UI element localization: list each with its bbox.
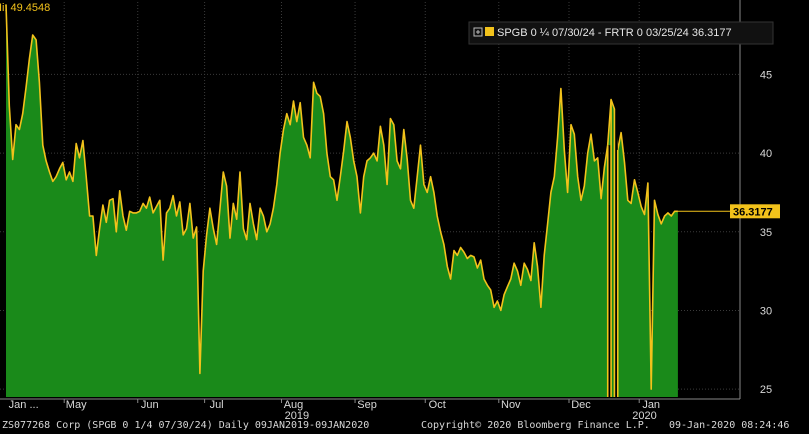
gap-fill-0: [607, 145, 612, 397]
y-tick-label-30: 30: [760, 305, 772, 317]
footer-timestamp: 09-Jan-2020 08:24:46: [669, 420, 790, 431]
last-value-label: 36.3177: [733, 206, 773, 218]
x-tick-label-7: Nov: [501, 399, 521, 411]
y-tick-label-35: 35: [760, 227, 772, 239]
legend-label: SPGB 0 ¼ 07/30/24 - FRTR 0 03/25/24 36.3…: [497, 27, 732, 39]
plot-series: [5, 4, 730, 398]
x-tick-label-3: Jul: [210, 399, 224, 411]
x-year-label-0: 2019: [285, 410, 309, 422]
x-tick-label-8: Dec: [571, 399, 591, 411]
x-tick-label-2: Jun: [141, 399, 159, 411]
x-tick-label-0: Jan ...: [9, 399, 39, 411]
last-value-marker: 36.3177: [730, 204, 780, 219]
gap-fill-1: [614, 109, 618, 397]
series-line: [5, 4, 678, 390]
legend: SPGB 0 ¼ 07/30/24 - FRTR 0 03/25/24 36.3…: [468, 21, 774, 45]
x-tick-label-4: Aug: [284, 399, 304, 411]
y-tick-label-45: 45: [760, 69, 772, 81]
legend-box: [468, 21, 774, 45]
high-value-label: Hi: 49.4548: [0, 2, 50, 14]
footer-bar: ZS077268 Corp (SPGB 0 1/4 07/30/24) Dail…: [0, 418, 809, 434]
footer-copyright: Copyright© 2020 Bloomberg Finance L.P.: [421, 420, 650, 431]
series-area: [6, 4, 678, 398]
x-year-label-1: 2020: [632, 410, 656, 422]
last-value-box: [730, 204, 780, 219]
x-tick-label-5: Sep: [357, 399, 377, 411]
y-axis: 25 30 35 40 45: [739, 0, 772, 399]
plus-square-icon[interactable]: [473, 27, 483, 37]
footer-ticker-info: ZS077268 Corp (SPGB 0 1/4 07/30/24) Dail…: [2, 420, 370, 431]
y-tick-label-40: 40: [760, 148, 772, 160]
x-axis: Jan ... May Jun Jul Aug Sep Oct Nov Dec Jan 2019 20…: [0, 398, 740, 422]
x-tick-label-1: May: [66, 399, 87, 411]
x-tick-label-6: Oct: [429, 399, 446, 411]
x-tick-label-9: Jan: [642, 399, 660, 411]
y-tick-label-25: 25: [760, 384, 772, 396]
legend-swatch: [485, 27, 494, 36]
